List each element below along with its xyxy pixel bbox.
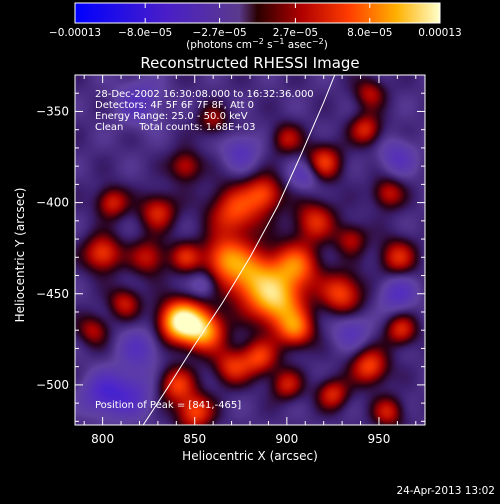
x-tick-label: 850	[183, 432, 206, 446]
x-tick-label: 950	[367, 432, 390, 446]
y-axis: −350 −400 −450 −500	[36, 74, 425, 422]
chart-title: Reconstructed RHESSI Image	[140, 54, 359, 72]
footer-date: 24-Apr-2013 13:02	[396, 485, 495, 497]
colorbar-units-label: (photons cm−2 s−1 asec−2)	[186, 37, 328, 51]
x-axis: 800 850 900 950	[83, 75, 417, 446]
x-axis-label: Heliocentric X (arcsec)	[182, 449, 318, 463]
image-plot-area: 28-Dec-2002 16:30:08.000 to 16:32:36.000…	[36, 74, 426, 446]
info-line-energy: Energy Range: 25.0 - 50.0 keV	[95, 111, 248, 122]
y-tick-label: −400	[36, 196, 69, 210]
y-tick-label: −350	[36, 104, 69, 118]
heatmap-image	[75, 75, 425, 425]
colorbar-gradient	[74, 2, 441, 24]
colorbar-tick-label: −0.00013	[49, 27, 101, 39]
colorbar-tick-label: 8.0e−05	[347, 27, 392, 39]
x-tick-label: 800	[91, 432, 114, 446]
colorbar-ticks: −0.00013 −8.0e−05 −2.7e−05 2.7e−05 8.0e−05 0.…	[49, 3, 462, 39]
colorbar: −0.00013 −8.0e−05 −2.7e−05 2.7e−05 8.0e−05 0.…	[49, 2, 462, 51]
colorbar-tick-label: −2.7e−05	[193, 27, 247, 39]
info-line-detectors: Detectors: 4F 5F 6F 7F 8F, Att 0	[95, 100, 254, 111]
colorbar-tick-label: −8.0e−05	[118, 27, 172, 39]
x-tick-label: 900	[275, 432, 298, 446]
colorbar-tick-label: 2.7e−05	[273, 27, 318, 39]
y-axis-label: Heliocentric Y (arcsec)	[13, 188, 27, 323]
y-tick-label: −500	[36, 378, 69, 392]
info-line-time: 28-Dec-2002 16:30:08.000 to 16:32:36.000	[95, 89, 314, 100]
observation-info: 28-Dec-2002 16:30:08.000 to 16:32:36.000…	[95, 89, 314, 133]
solar-limb-line	[142, 75, 336, 425]
y-tick-label: −450	[36, 287, 69, 301]
info-line-counts: Clean Total counts: 1.68E+03	[95, 122, 255, 133]
colorbar-tick-label: 0.00013	[418, 27, 461, 39]
peak-position-label: Position of Peak = [841,-465]	[95, 400, 241, 411]
